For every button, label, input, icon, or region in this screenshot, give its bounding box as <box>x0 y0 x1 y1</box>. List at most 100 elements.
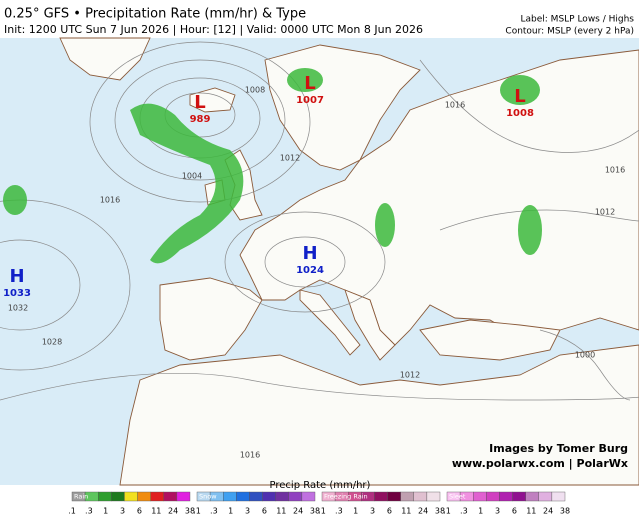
legend-tick: 11 <box>401 507 411 516</box>
precip-area <box>500 75 540 105</box>
legend-tick: 38 <box>310 507 320 516</box>
legend-tick: .1 <box>318 507 326 516</box>
isobar <box>89 41 311 203</box>
legend-tick: 3 <box>495 507 500 516</box>
label-note: Label: MSLP Lows / Highs <box>521 15 635 25</box>
legend-tick: 1 <box>353 507 358 516</box>
isobar <box>0 373 639 401</box>
legend-tick: 6 <box>137 507 142 516</box>
legend-tick: 24 <box>418 507 428 516</box>
isobar <box>419 59 639 153</box>
iceland <box>189 87 236 113</box>
contour-label: 1004 <box>182 172 202 181</box>
isobar <box>539 329 631 401</box>
precipitation <box>3 68 542 264</box>
credit: www.polarwx.com | PolarWx <box>452 457 628 470</box>
isobar <box>264 236 346 288</box>
contour-label: 1008 <box>245 86 265 95</box>
system-pressure: 989 <box>190 114 211 125</box>
system-pressure: 1033 <box>3 288 31 299</box>
system-pressure: 1007 <box>296 95 324 106</box>
legend-tick: 11 <box>151 507 161 516</box>
legend-tick: 38 <box>560 507 570 516</box>
map <box>0 37 639 486</box>
title: 0.25° GFS • Precipitation Rate (mm/hr) &… <box>4 7 306 22</box>
legend-group: Freezing Rain <box>324 493 368 501</box>
legend-tick: 1 <box>228 507 233 516</box>
legend-tick: .1 <box>193 507 201 516</box>
balkans <box>344 289 396 361</box>
precip-area <box>518 205 542 255</box>
legend-swatch <box>150 491 164 502</box>
legend-tick: 6 <box>387 507 392 516</box>
legend-group: Rain <box>74 493 88 501</box>
contour-note: Contour: MSLP (every 2 hPa) <box>505 27 634 37</box>
contour-label: 1028 <box>42 338 62 347</box>
system-pressure: 1008 <box>506 108 534 119</box>
legend-tick: 24 <box>543 507 553 516</box>
legend-tick: 11 <box>276 507 286 516</box>
legend-tick: 24 <box>168 507 178 516</box>
legend-tick: .3 <box>85 507 93 516</box>
subtitle: Init: 1200 UTC Sun 7 Jun 2026 | Hour: [1… <box>4 23 423 36</box>
legend-tick: 11 <box>526 507 536 516</box>
isobar <box>224 211 386 313</box>
contour-label: 1016 <box>100 196 120 205</box>
legend-swatch <box>98 491 112 502</box>
precip-area <box>130 103 244 264</box>
legend-tick: 38 <box>435 507 445 516</box>
legend-swatch <box>486 491 500 502</box>
legend-group: Sleet <box>449 493 466 501</box>
contour-label: 1012 <box>280 154 300 163</box>
system-symbol: H <box>9 266 24 287</box>
legend-tick: 1 <box>478 507 483 516</box>
contour-label: 1016 <box>445 101 465 110</box>
legend-swatch <box>163 491 178 502</box>
legend-tick: 6 <box>512 507 517 516</box>
legend-swatch <box>473 491 487 502</box>
precip-area <box>375 203 395 247</box>
legend-swatch <box>551 491 566 502</box>
precip-area <box>3 185 27 215</box>
legend-swatch <box>499 491 513 502</box>
legend-swatch <box>262 491 276 502</box>
precip-area <box>287 68 323 92</box>
legend-swatch <box>275 491 289 502</box>
credit: Images by Tomer Burg <box>489 442 628 455</box>
legend-swatch <box>301 491 316 502</box>
legend-swatch <box>288 491 303 502</box>
legend-swatch <box>525 491 539 502</box>
legend-swatch <box>223 491 237 502</box>
italy <box>299 289 361 356</box>
system-symbol: L <box>514 86 525 107</box>
system-symbol: L <box>194 92 205 113</box>
legend-tick: .3 <box>210 507 218 516</box>
contour-label: 1032 <box>8 304 28 313</box>
system-symbol: H <box>302 243 317 264</box>
legend-tick: 3 <box>370 507 375 516</box>
legend-swatch <box>137 491 151 502</box>
legend-tick: .1 <box>68 507 76 516</box>
legend-swatch <box>413 491 428 502</box>
legend-swatch <box>236 491 250 502</box>
legend-swatch <box>387 491 401 502</box>
contour-label: 1016 <box>240 451 260 460</box>
turkey <box>419 319 561 361</box>
legend-tick: 24 <box>293 507 303 516</box>
isobar <box>439 209 639 231</box>
legend-swatch <box>249 491 263 502</box>
legend-swatch <box>426 491 441 502</box>
greenland <box>59 37 151 81</box>
legend-tick: 38 <box>185 507 195 516</box>
legend-swatch <box>538 491 553 502</box>
header: 0.25° GFS • Precipitation Rate (mm/hr) &… <box>4 7 634 37</box>
legend-swatch <box>374 491 388 502</box>
contour-label: 1000 <box>575 351 595 360</box>
legend-swatch <box>176 491 191 502</box>
system-pressure: 1024 <box>296 265 324 276</box>
isobar <box>114 59 286 181</box>
contour-label: 1016 <box>605 166 625 175</box>
isobar <box>0 239 81 331</box>
legend-tick: 3 <box>120 507 125 516</box>
